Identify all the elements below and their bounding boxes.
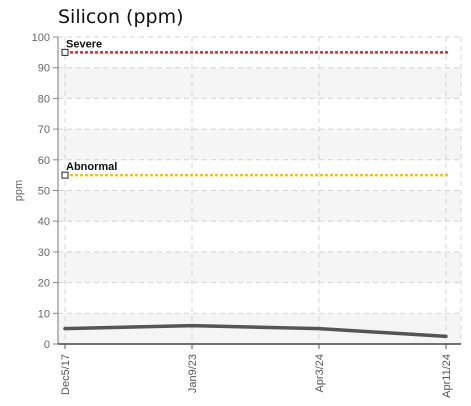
y-tick-label: 70 — [38, 124, 50, 136]
x-tick-label: Apr11/24 — [441, 354, 453, 398]
y-tick-label: 30 — [38, 247, 50, 259]
plot-band — [58, 251, 461, 283]
y-tick-label: 100 — [32, 32, 50, 44]
grid-lines — [58, 36, 462, 344]
y-tick-label: 10 — [38, 308, 50, 320]
threshold-label: Severe — [66, 38, 102, 50]
x-tick-label: Apr3/24 — [314, 354, 326, 393]
threshold-label: Abnormal — [66, 161, 117, 173]
y-tick-label: 80 — [38, 93, 50, 105]
plot-bands — [58, 67, 461, 344]
x-tick-label: Jan9/23 — [187, 354, 199, 393]
y-axis-label: ppm — [13, 180, 25, 201]
y-tick-label: 90 — [38, 63, 50, 75]
chart-title: Silicon (ppm) — [58, 6, 184, 28]
y-tick-label: 0 — [44, 339, 50, 351]
y-tick-label: 50 — [38, 186, 50, 198]
threshold-lines: Severe Abnormal — [61, 38, 449, 179]
plot-band — [58, 190, 461, 222]
threshold-marker — [61, 48, 69, 56]
y-tick-label: 40 — [38, 216, 50, 228]
threshold-marker — [61, 171, 69, 179]
x-tick-labels: Dec5/17 Jan9/23 Apr3/24 Apr11/24 — [60, 354, 453, 398]
x-tick-label: Dec5/17 — [60, 354, 72, 395]
y-tick-label: 60 — [38, 155, 50, 167]
data-series — [63, 323, 448, 339]
plot-band — [58, 129, 461, 160]
y-tick-labels: 0 10 20 30 40 50 60 70 80 90 100 — [32, 32, 50, 351]
series-line — [63, 323, 448, 339]
plot-band — [58, 67, 461, 99]
y-tick-label: 20 — [38, 278, 50, 290]
axes — [53, 36, 461, 349]
